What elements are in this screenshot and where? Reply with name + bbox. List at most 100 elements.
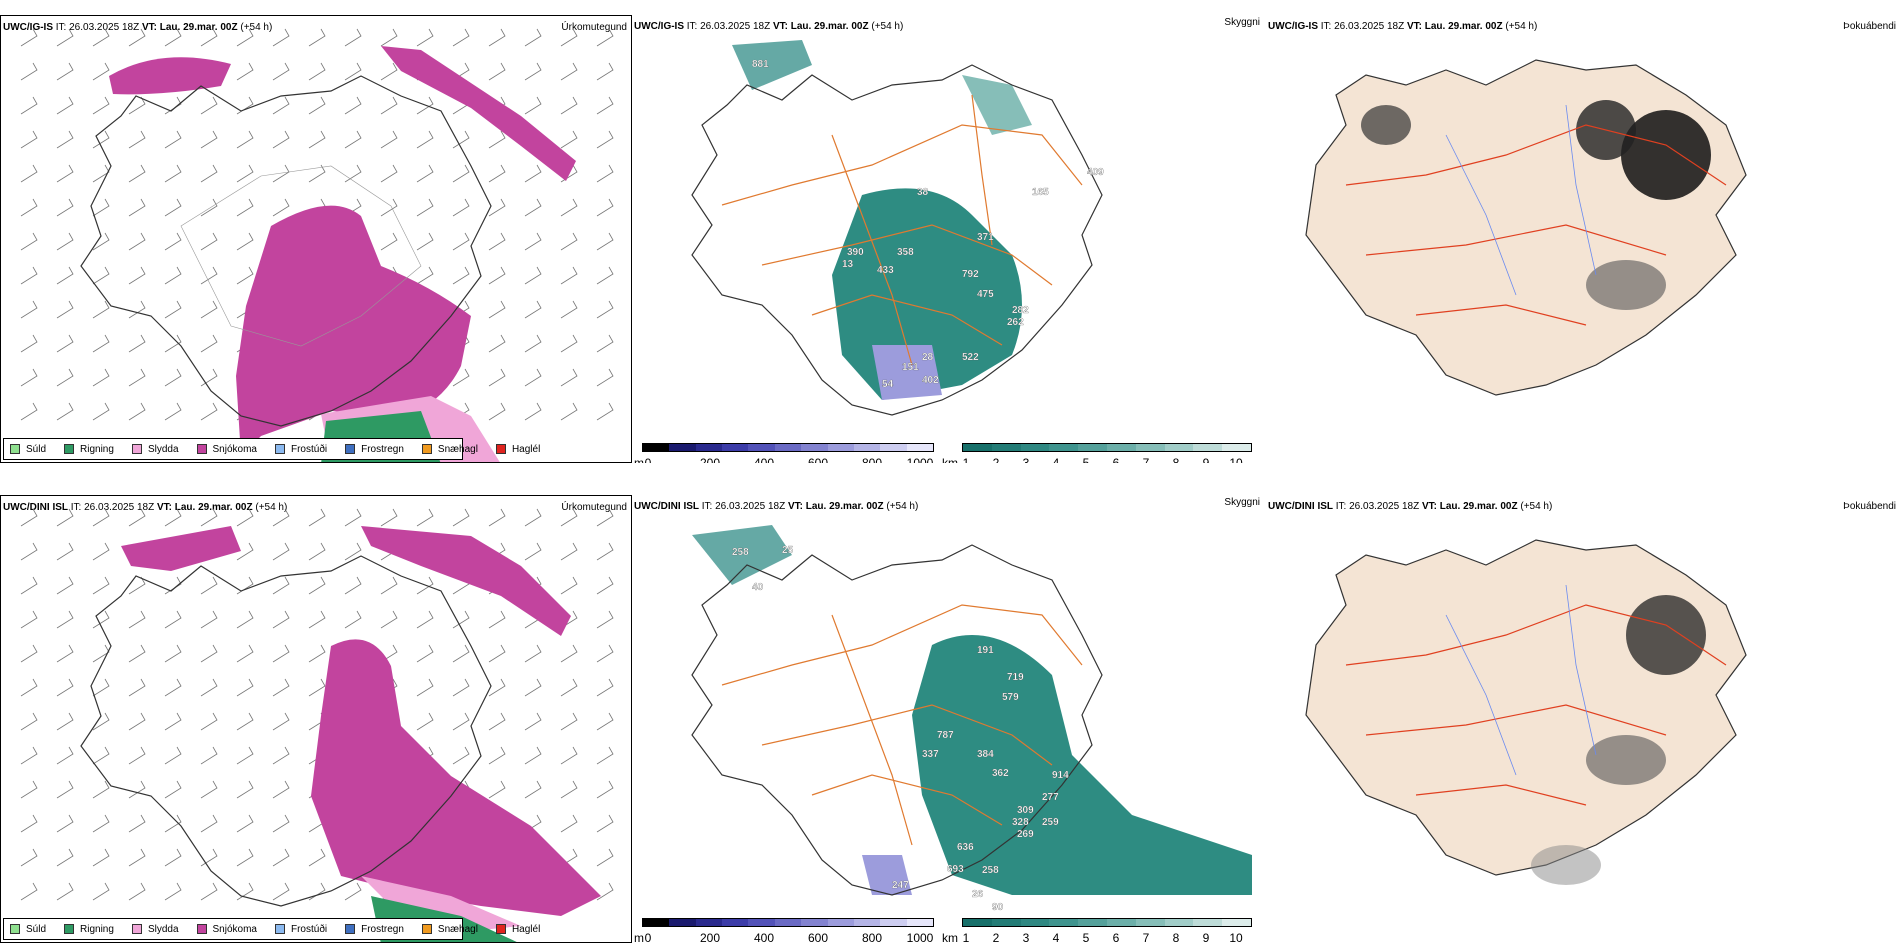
visibility-label: Skyggni <box>1224 17 1260 28</box>
wind-barb <box>416 130 434 149</box>
km-tick: 4 <box>1052 456 1060 463</box>
fog-index-map-2: UWC/DINI ISL IT: 26.03.2025 18Z VT: Lau.… <box>1266 495 1900 943</box>
wind-barb <box>488 678 506 697</box>
legend-swatch <box>495 924 506 934</box>
wind-barb <box>524 300 542 319</box>
km-tick: 5 <box>1082 456 1090 463</box>
wind-barb <box>272 542 290 561</box>
wind-barb <box>92 712 110 731</box>
wind-barb <box>164 644 182 663</box>
wind-barb <box>236 232 254 251</box>
height-unit: m <box>634 931 644 943</box>
wind-barb <box>56 576 74 595</box>
legend-item: Frostúði <box>274 444 327 455</box>
wind-barb <box>128 300 146 319</box>
wind-barb <box>128 678 146 697</box>
height-label: 165 <box>1032 187 1049 198</box>
map-title-1c: UWC/IG-IS IT: 26.03.2025 18Z VT: Lau. 29… <box>1268 21 1538 32</box>
fog-index-canvas <box>1305 59 1747 396</box>
km-unit: km <box>942 456 958 463</box>
wind-barb <box>560 746 578 765</box>
wind-barb <box>128 746 146 765</box>
wind-barb <box>20 610 38 629</box>
wind-barb <box>308 96 326 115</box>
height-label: 40 <box>752 582 764 593</box>
legend-swatch <box>274 924 285 934</box>
fog-index-map-1: UWC/IG-IS IT: 26.03.2025 18Z VT: Lau. 29… <box>1266 15 1900 463</box>
wind-barb <box>20 780 38 799</box>
wind-barb <box>596 576 614 595</box>
snow-area <box>236 205 471 456</box>
wind-barb <box>416 508 434 527</box>
legend-item: Frostregn <box>345 924 404 935</box>
wind-barb <box>272 198 290 217</box>
height-tick: 800 <box>861 931 883 943</box>
wind-barb <box>20 814 38 833</box>
height-tick: 600 <box>807 456 829 463</box>
km-tick: 9 <box>1202 456 1210 463</box>
height-label: 262 <box>1007 317 1024 328</box>
wind-barb <box>20 300 38 319</box>
wind-barb <box>596 266 614 285</box>
wind-barb <box>272 508 290 527</box>
wind-barb <box>272 28 290 47</box>
wind-barb <box>416 28 434 47</box>
wind-barb <box>272 644 290 663</box>
fog-patch <box>1586 260 1666 310</box>
wind-barb <box>344 542 362 561</box>
legend-swatch <box>421 444 432 454</box>
wind-barb <box>236 746 254 765</box>
wind-barb <box>416 164 434 183</box>
height-tick: 200 <box>699 456 721 463</box>
km-tick: 1 <box>962 931 970 943</box>
height-label: 409 <box>1087 167 1104 178</box>
legend-item: Slydda <box>131 444 179 455</box>
height-colorbar: m 0 200 400 600 800 1000 <box>634 918 934 943</box>
low-visibility-area <box>962 75 1032 135</box>
km-tick: 6 <box>1112 931 1120 943</box>
wind-barb <box>236 644 254 663</box>
wind-barb <box>488 198 506 217</box>
iceland-outline <box>691 64 1103 416</box>
wind-barb <box>200 334 218 353</box>
wind-barb <box>488 712 506 731</box>
legend-swatch <box>131 924 142 934</box>
wind-barb <box>380 164 398 183</box>
precip-type-label: Úrkomutegund <box>561 502 627 513</box>
wind-barb <box>164 300 182 319</box>
wind-barb <box>308 508 326 527</box>
wind-barb <box>272 62 290 81</box>
wind-barb <box>20 62 38 81</box>
wind-barbs <box>20 508 614 901</box>
height-tick: 200 <box>699 931 721 943</box>
iceland-land <box>1305 539 1747 876</box>
legend-item: Slydda <box>131 924 179 935</box>
height-label: 269 <box>1017 829 1034 840</box>
wind-barb <box>524 334 542 353</box>
wind-barb <box>56 300 74 319</box>
wind-barb <box>272 164 290 183</box>
wind-barb <box>92 28 110 47</box>
wind-barb <box>128 576 146 595</box>
wind-barb <box>416 644 434 663</box>
wind-barb <box>488 164 506 183</box>
height-label: 151 <box>902 362 919 373</box>
precip-type-legend: Súld Rigning Slydda Snjókoma Frostúði Fr… <box>3 918 540 940</box>
road-network <box>1345 604 1727 806</box>
wind-barb <box>56 644 74 663</box>
wind-barb <box>200 848 218 867</box>
wind-barb <box>524 28 542 47</box>
height-tick: 400 <box>753 456 775 463</box>
wind-barb <box>200 300 218 319</box>
height-unit: m <box>634 456 644 463</box>
wind-barb <box>200 746 218 765</box>
height-label: 54 <box>882 379 894 390</box>
legend-item: Súld <box>10 924 46 935</box>
wind-barb <box>128 644 146 663</box>
wind-barb <box>416 610 434 629</box>
height-label: 191 <box>977 645 994 656</box>
height-label: 277 <box>1042 792 1059 803</box>
height-label: 259 <box>1042 817 1059 828</box>
wind-barb <box>560 232 578 251</box>
wind-barb <box>92 882 110 901</box>
